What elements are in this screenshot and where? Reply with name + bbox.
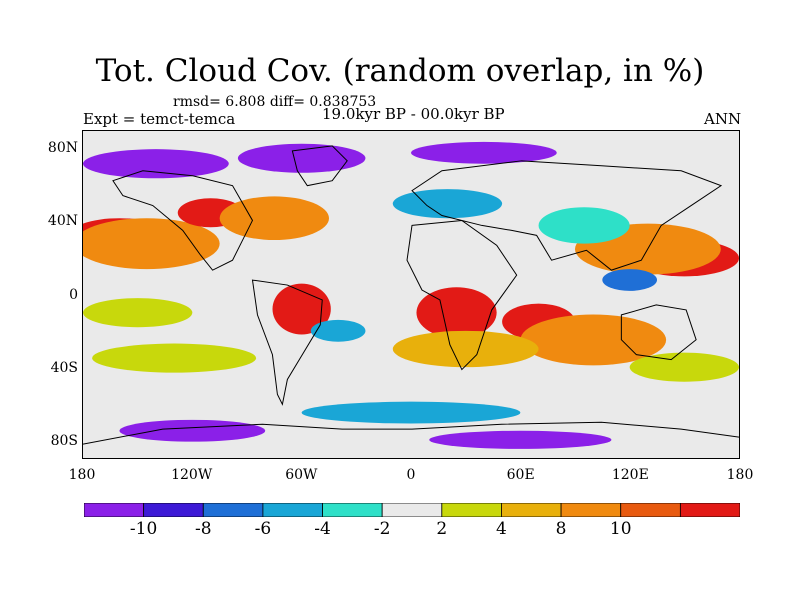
field-region: [119, 419, 266, 442]
colorbar-swatch: [262, 503, 323, 517]
coast-australia: [620, 304, 697, 361]
lat-tick-label: 80S: [50, 432, 78, 449]
field-region: [629, 352, 739, 382]
colorbar-swatch: [501, 503, 562, 517]
field-region: [392, 330, 539, 368]
field-region: [92, 343, 257, 373]
field-region: [520, 314, 667, 366]
coast-north-america: [112, 170, 254, 271]
lat-tick-label: 40N: [47, 213, 78, 230]
field-region: [392, 189, 503, 219]
colorbar-label: -8: [194, 519, 212, 539]
colorbar-swatch: [560, 503, 622, 517]
field-layer: [83, 141, 739, 449]
field-region: [301, 401, 521, 424]
lat-tick-label: 40S: [50, 359, 78, 376]
period-label: 19.0kyr BP - 00.0kyr BP: [322, 105, 505, 123]
colorbar-label: 10: [609, 519, 632, 539]
field-region: [83, 218, 220, 270]
field-region: [416, 287, 497, 339]
field-region: [83, 298, 193, 328]
colorbar-swatch: [441, 503, 502, 517]
colorbar-label: -6: [254, 519, 272, 539]
colorbar-label: 4: [496, 519, 507, 539]
page-title: Tot. Cloud Cov. (random overlap, in %): [95, 53, 705, 89]
season-label: ANN: [704, 110, 742, 128]
colorbar-label: -2: [373, 519, 391, 539]
colorbar-label: 8: [555, 519, 567, 539]
field-region: [272, 283, 331, 335]
field-region: [83, 149, 229, 179]
lat-tick-label: 80N: [47, 140, 78, 157]
lat-tick-label: 0: [69, 286, 78, 303]
lon-tick-label: 180: [68, 467, 96, 483]
lon-tick-label: 120W: [171, 467, 213, 483]
lon-tick-label: 180: [726, 467, 754, 483]
coast-antarctica: [83, 421, 739, 445]
experiment-label: Expt = temct-temca: [83, 110, 236, 128]
colorbar-swatch: [143, 503, 204, 517]
stats-label: rmsd= 6.808 diff= 0.838753: [173, 94, 377, 110]
colorbar-swatch: [322, 503, 383, 517]
field-region: [411, 141, 557, 164]
colorbar-swatch: [202, 503, 264, 517]
colorbar-swatch: [381, 503, 443, 517]
field-region: [219, 196, 329, 240]
lon-tick-label: 60E: [506, 467, 535, 483]
coast-greenland: [291, 145, 348, 187]
colorbar-swatch: [679, 503, 740, 517]
field-region: [310, 319, 366, 342]
lon-tick-label: 0: [406, 467, 416, 483]
colorbar: [84, 503, 740, 517]
colorbar-swatch: [620, 503, 681, 517]
field-region: [602, 269, 657, 291]
lon-tick-label: 120E: [611, 467, 649, 483]
field-region: [237, 143, 366, 173]
coast-south-america: [251, 279, 323, 406]
lon-tick-label: 60W: [285, 467, 318, 483]
field-region: [538, 207, 630, 244]
coast-africa: [406, 219, 518, 371]
colorbar-label: 2: [436, 519, 448, 539]
coastline-layer: [83, 145, 739, 445]
field-region: [429, 430, 612, 449]
colorbar-label: -4: [314, 519, 331, 539]
coast-eurasia: [411, 160, 723, 271]
colorbar-swatch: [84, 503, 145, 517]
colorbar-label: -10: [129, 519, 158, 539]
map-panel: [82, 130, 740, 459]
